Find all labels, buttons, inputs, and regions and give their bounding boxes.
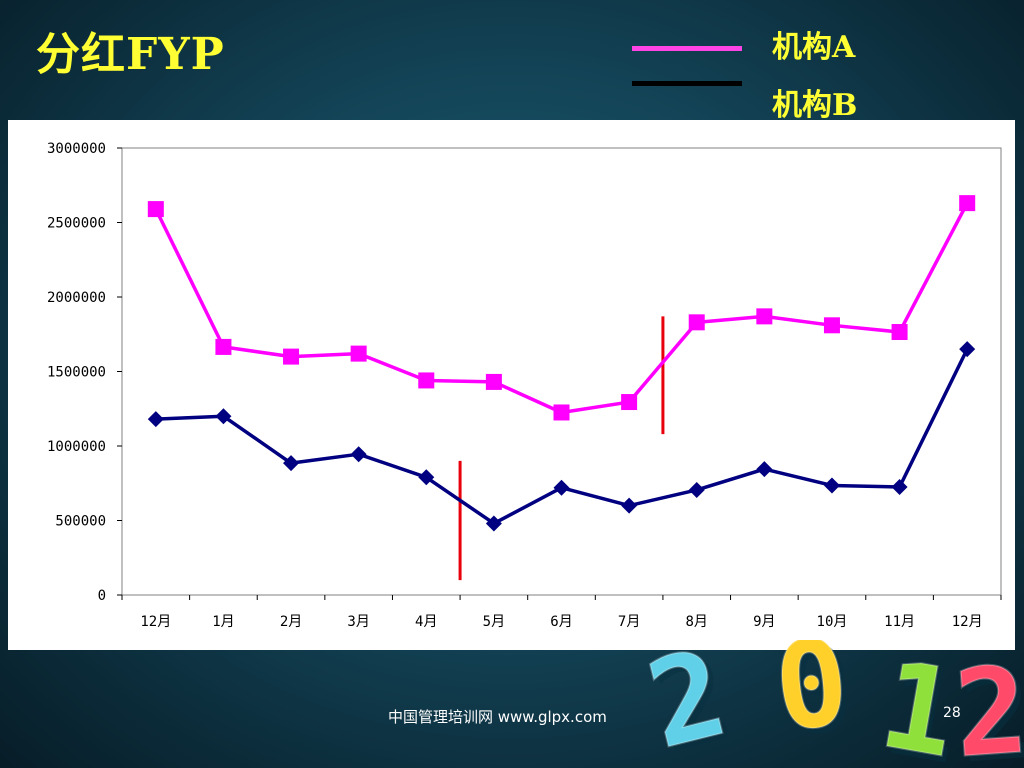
data-point-b [959,341,976,358]
slide-title: 分红FYP [36,29,225,80]
legend-label-b: 机构B [772,88,858,123]
data-point-b [418,469,435,486]
series-line-b [155,348,969,526]
year-digit: 0 [769,640,855,759]
plot-area [121,147,1002,596]
data-point-b [756,461,773,478]
data-point-a [891,324,908,341]
year-digit: 2 [640,640,739,768]
y-tick-label: 3000000 [47,141,106,157]
x-tick-label: 11月 [884,614,915,630]
data-point-b [891,478,908,495]
y-tick-label: 1500000 [47,365,106,381]
x-tick-label: 9月 [753,614,775,630]
series-line-a [154,202,969,415]
data-point-b [621,497,638,514]
x-tick-label: 10月 [817,614,848,630]
data-point-a [959,195,976,212]
data-point-b [215,408,232,425]
data-point-b [147,411,164,428]
y-tick-label: 1000000 [47,439,106,455]
y-tick-label: 0 [98,588,106,604]
data-point-b [553,479,570,496]
x-tick-label: 2月 [280,614,302,630]
data-point-a [147,201,164,218]
data-point-a [215,338,232,355]
x-tick-label: 7月 [618,614,640,630]
chart-panel: 0 500000 1000000 1500000 2000000 2500000 30000… [8,120,1015,650]
x-tick-label: 12月 [140,614,171,630]
year-digit-shadow: 0 [774,640,860,764]
x-tick-label: 6月 [550,614,572,630]
data-point-b [823,477,840,494]
year-digit: 2 [950,641,1024,768]
footer-text: 中国管理培训网 www.glpx.com [388,708,607,726]
x-tick-label: 5月 [483,614,505,630]
data-point-a [553,404,570,421]
year-digit-shadow: 2 [956,647,1024,768]
data-point-b [283,455,300,472]
legend-line-b [632,81,742,86]
x-tick-label: 1月 [212,614,234,630]
data-point-a [350,345,367,362]
data-point-a [485,373,502,390]
data-point-b [485,515,502,532]
data-point-a [621,394,638,411]
data-point-a [418,372,435,389]
data-point-a [283,348,300,365]
line-chart: 0 500000 1000000 1500000 2000000 2500000 30000… [47,141,1002,630]
legend-line-a [632,46,742,51]
data-point-a [688,314,705,331]
x-tick-label: 3月 [347,614,369,630]
y-tick-label: 2000000 [47,290,106,306]
data-point-a [823,317,840,334]
slide-number: 28 [943,705,961,721]
x-tick-label: 4月 [415,614,437,630]
x-tick-label: 12月 [952,614,983,630]
data-point-b [350,446,367,463]
legend-label-a: 机构A [772,30,856,65]
y-tick-label: 500000 [55,514,106,530]
data-point-a [756,308,773,325]
data-point-b [688,481,705,498]
x-tick-label: 8月 [686,614,708,630]
y-tick-label: 2500000 [47,216,106,232]
